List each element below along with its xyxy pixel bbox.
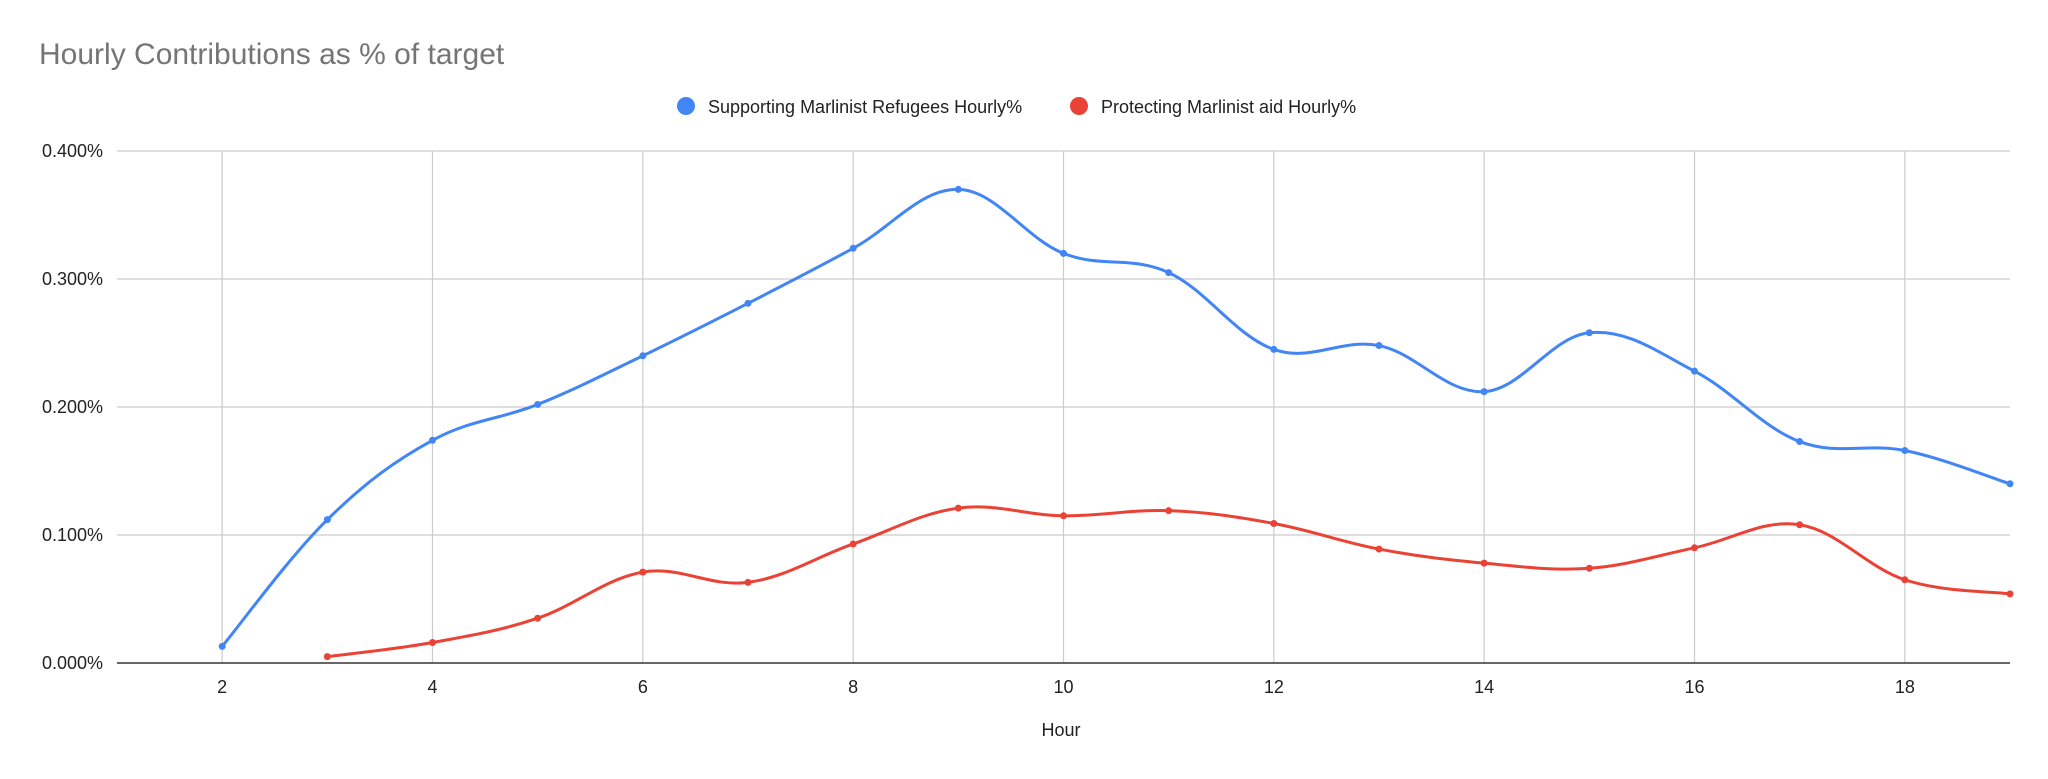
data-point[interactable]: [954, 185, 962, 193]
y-tick-label: 0.000%: [42, 653, 103, 673]
y-tick-label: 0.100%: [42, 525, 103, 545]
series-1: [218, 185, 2014, 650]
data-point[interactable]: [1060, 249, 1067, 257]
data-point[interactable]: [534, 614, 542, 622]
data-point[interactable]: [1165, 507, 1173, 515]
x-tick-label: 14: [1474, 677, 1494, 697]
data-point[interactable]: [2006, 480, 2014, 488]
series-2: [323, 504, 2014, 661]
data-point[interactable]: [1796, 438, 1804, 446]
data-point[interactable]: [744, 299, 752, 307]
data-point[interactable]: [1585, 329, 1593, 337]
data-point[interactable]: [1691, 367, 1698, 375]
data-point[interactable]: [639, 352, 647, 360]
data-point[interactable]: [1796, 521, 1804, 529]
y-tick-label: 0.300%: [42, 269, 103, 289]
data-point[interactable]: [1480, 559, 1488, 567]
data-point[interactable]: [744, 578, 752, 586]
data-point[interactable]: [1270, 519, 1278, 527]
y-tick-label: 0.400%: [42, 141, 103, 161]
data-point[interactable]: [534, 400, 542, 408]
x-tick-label: 8: [848, 677, 858, 697]
x-tick-label: 2: [217, 677, 227, 697]
legend-marker-series-2: [1070, 97, 1088, 115]
legend-item-series-1[interactable]: Supporting Marlinist Refugees Hourly%: [677, 97, 1022, 117]
legend-item-series-2[interactable]: Protecting Marlinist aid Hourly%: [1070, 97, 1356, 117]
data-point[interactable]: [1480, 388, 1488, 396]
x-tick-label: 12: [1264, 677, 1284, 697]
x-tick-label: 18: [1895, 677, 1915, 697]
x-tick-label: 10: [1053, 677, 1073, 697]
x-tick-label: 16: [1684, 677, 1704, 697]
data-point[interactable]: [849, 540, 857, 548]
data-point[interactable]: [1691, 544, 1698, 552]
legend-marker-series-1: [677, 97, 695, 115]
data-point[interactable]: [429, 436, 436, 444]
data-point[interactable]: [1901, 576, 1909, 584]
data-point[interactable]: [1375, 545, 1383, 553]
data-point[interactable]: [639, 568, 647, 576]
data-point[interactable]: [2006, 590, 2014, 598]
data-point[interactable]: [1165, 269, 1173, 277]
legend-label-series-2: Protecting Marlinist aid Hourly%: [1101, 97, 1356, 117]
data-point[interactable]: [849, 244, 857, 252]
data-point[interactable]: [323, 653, 331, 661]
data-point[interactable]: [1585, 564, 1593, 572]
y-tick-label: 0.200%: [42, 397, 103, 417]
plot-area: [218, 185, 2014, 661]
axes: 0.000% 0.100% 0.200% 0.300% 0.400% 2 4 6 8 10 12 14…: [42, 141, 2010, 697]
series-line-1[interactable]: [220, 187, 2012, 648]
x-tick-label: 4: [427, 677, 437, 697]
x-axis-title: Hour: [1041, 720, 1080, 740]
legend-label-series-1: Supporting Marlinist Refugees Hourly%: [708, 97, 1022, 117]
data-point[interactable]: [1901, 447, 1909, 455]
data-point[interactable]: [954, 504, 962, 512]
legend: Supporting Marlinist Refugees Hourly% Pr…: [677, 97, 1356, 117]
chart-title: Hourly Contributions as % of target: [39, 38, 505, 71]
x-tick-label: 6: [638, 677, 648, 697]
data-point[interactable]: [429, 639, 436, 647]
data-point[interactable]: [218, 642, 226, 650]
data-point[interactable]: [1375, 342, 1383, 350]
data-point[interactable]: [1060, 512, 1067, 520]
data-point[interactable]: [323, 516, 331, 524]
data-point[interactable]: [1270, 345, 1278, 353]
